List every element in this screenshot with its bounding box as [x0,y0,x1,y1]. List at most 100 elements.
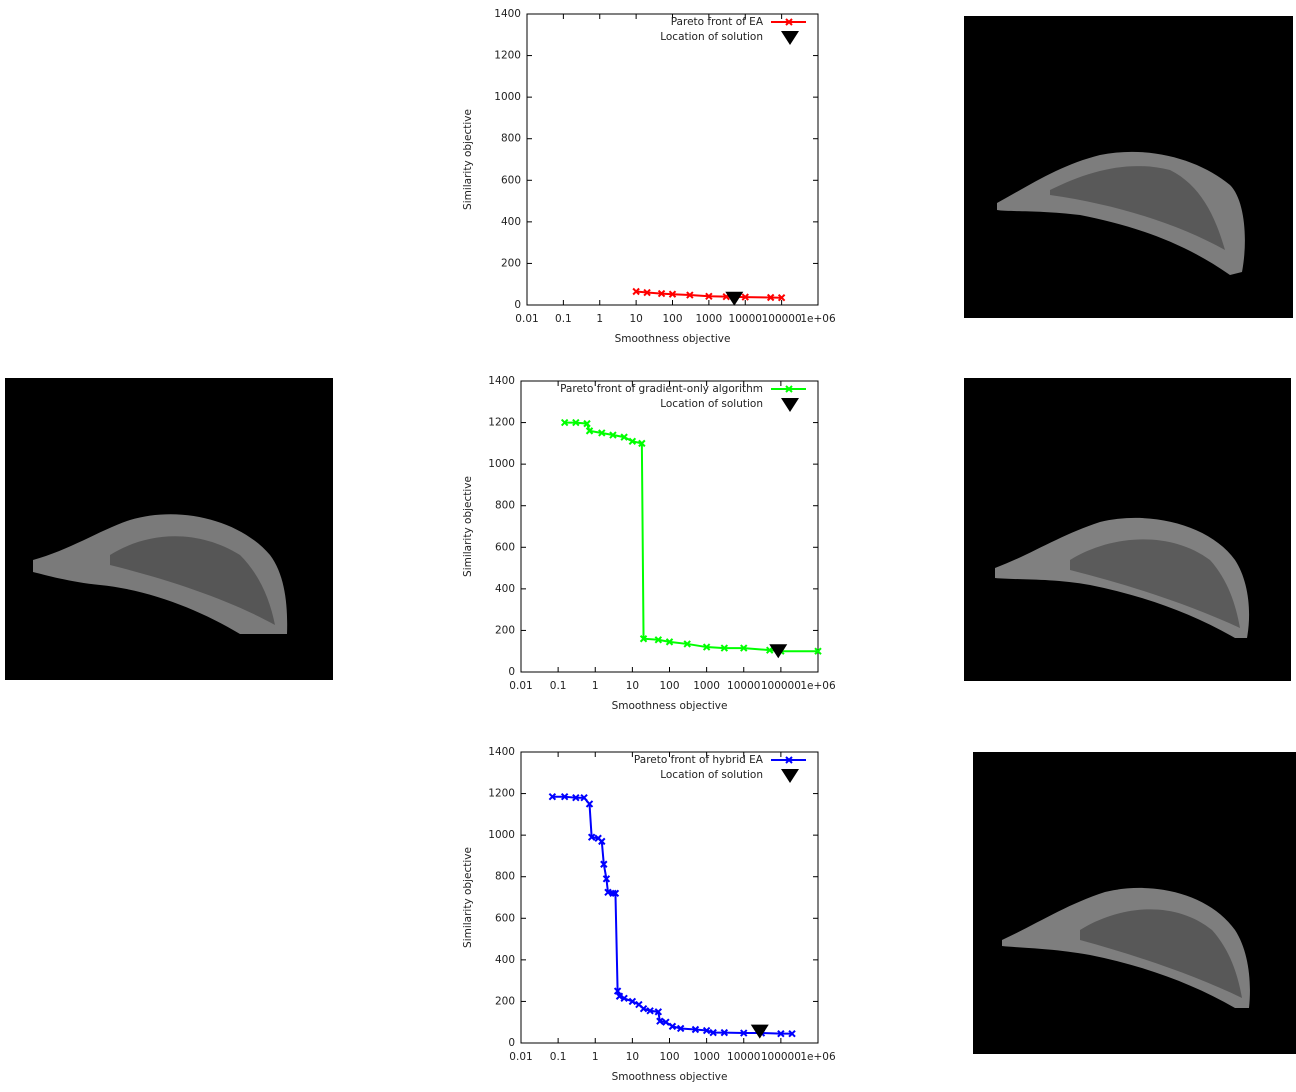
point-marker [632,287,640,296]
solution-marker [725,291,744,306]
y-tick-label: 1000 [488,458,515,470]
point-marker [643,288,651,297]
point-marker [814,647,822,655]
legend-label: Location of solution [660,769,763,781]
point-marker [702,643,711,651]
x-tick-label: 10000 [729,313,762,325]
legend-marker [785,756,793,764]
y-tick-label: 1400 [488,375,515,387]
x-tick-label: 10000 [727,680,760,692]
point-marker [639,635,648,643]
x-tick-label: 1 [596,313,603,325]
point-marker [683,640,691,648]
point-marker [572,418,580,427]
y-tick-label: 1200 [488,417,515,429]
x-tick-label: 0.01 [515,313,538,325]
y-tick-label: 400 [501,216,521,228]
point-marker [662,1018,670,1026]
y-axis-label: Similarity objective [462,109,474,210]
y-tick-label: 1200 [488,788,515,800]
x-tick-label: 100000 [762,313,802,325]
point-marker [766,293,775,302]
y-tick-label: 1400 [494,8,521,20]
x-tick-label: 100 [659,1051,679,1063]
x-tick-label: 10 [629,313,642,325]
point-marker [702,1026,711,1035]
y-tick-label: 600 [495,541,515,553]
point-marker [654,636,663,644]
point-marker [656,1017,664,1025]
y-tick-label: 200 [495,995,515,1007]
point-marker [560,792,569,801]
point-marker [639,1004,648,1013]
point-marker [598,837,606,846]
point-marker [741,293,749,301]
y-tick-label: 1400 [488,746,515,758]
x-tick-label: 10 [626,1051,639,1063]
point-marker [788,1029,796,1038]
y-tick-label: 0 [508,1037,515,1049]
x-tick-label: 0.1 [555,313,572,325]
x-tick-label: 1e+06 [800,1051,836,1063]
chart-2: 0 200 400 600 800 1000 1200 1400 0.01 0.1 1 10 100 10… [462,375,836,712]
point-marker [587,833,596,841]
x-tick-label: 100 [662,313,682,325]
y-axis-label: Similarity objective [462,847,474,948]
legend-label: Location of solution [660,398,763,410]
point-marker [740,644,748,652]
point-marker [646,1007,654,1015]
y-tick-label: 400 [495,954,515,966]
y-tick-label: 600 [501,174,521,186]
x-tick-label: 100 [659,680,679,692]
point-marker [598,429,606,437]
point-marker [609,431,617,439]
y-tick-label: 1000 [494,91,521,103]
x-tick-label: 1 [592,680,599,692]
point-marker [585,427,594,435]
point-marker [600,860,608,868]
point-marker [686,291,694,299]
chart-3: 0 200 400 600 800 1000 1200 1400 0.01 0.1 1 10 100 10… [462,746,836,1083]
point-marker [572,794,580,802]
point-marker [615,992,624,1000]
x-tick-label: 0.1 [550,680,567,692]
image-middle-left [5,378,333,680]
x-tick-label: 100000 [761,680,801,692]
legend-label: Pareto front of EA [671,16,764,28]
chart-1: 0 200 400 600 800 1000 1200 1400 0.01 0.1 1 10 100 10… [462,8,836,345]
point-marker [691,1025,700,1034]
series-line [636,290,782,299]
point-marker [638,439,646,448]
y-tick-label: 800 [495,871,515,883]
point-marker [602,875,611,883]
point-marker [628,437,637,445]
point-marker [583,419,591,428]
y-tick-label: 0 [508,666,515,678]
point-marker [668,290,677,298]
series-line [552,795,793,1035]
legend-label: Location of solution [660,31,763,43]
point-marker [620,994,628,1003]
x-tick-label: 0.01 [509,1051,532,1063]
y-tick-label: 200 [501,257,521,269]
plot-frame [526,13,819,306]
point-marker [580,794,588,802]
y-tick-label: 1200 [494,50,521,62]
point-marker [740,1029,748,1037]
legend-marker [781,31,799,45]
legend-marker [785,18,793,26]
x-axis-label: Smoothness objective [612,1071,728,1083]
solution-marker [750,1024,769,1039]
x-tick-label: 0.1 [550,1051,567,1063]
x-axis-label: Smoothness objective [612,700,728,712]
x-tick-label: 100000 [761,1051,801,1063]
x-tick-label: 1e+06 [800,313,836,325]
legend-marker [781,769,799,783]
point-marker [720,1028,729,1037]
point-marker [720,644,729,652]
y-tick-label: 1000 [488,829,515,841]
x-tick-label: 10 [626,680,639,692]
point-marker [676,1024,685,1033]
x-axis-label: Smoothness objective [615,333,731,345]
legend-label: Pareto front of hybrid EA [634,754,764,766]
